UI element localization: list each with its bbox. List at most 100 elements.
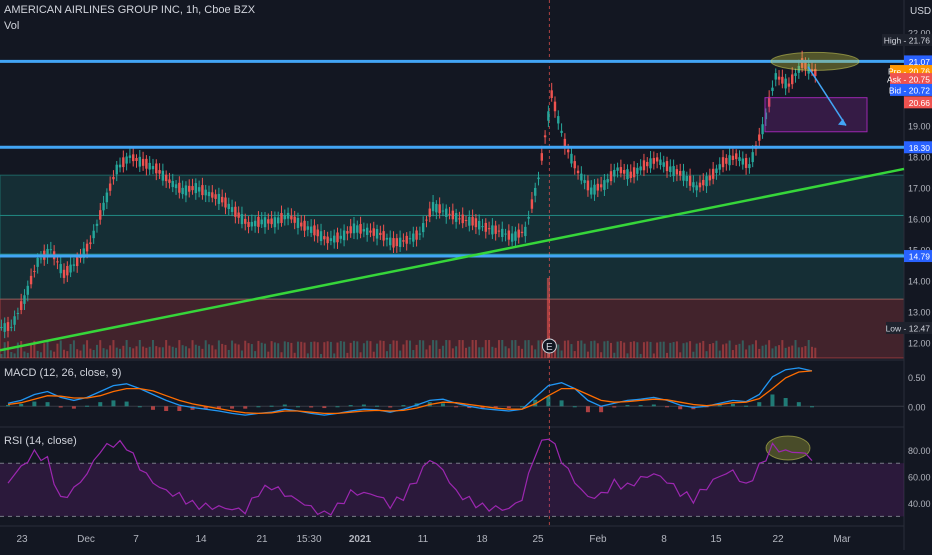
candle-body xyxy=(583,180,586,183)
candle xyxy=(257,211,260,234)
time-tick-label: 22 xyxy=(772,534,784,545)
volume-bar xyxy=(629,341,632,358)
candle xyxy=(151,158,155,175)
pre-tag-text: Pre - 20.76 xyxy=(888,67,930,77)
macd-histogram-bar xyxy=(744,405,749,407)
candle-body xyxy=(741,158,745,165)
candle xyxy=(95,219,99,233)
macd-histogram-bar xyxy=(572,406,577,408)
macd-histogram-bar xyxy=(730,403,735,407)
candle xyxy=(758,127,761,147)
candle-body xyxy=(708,175,712,181)
volume-bar xyxy=(593,340,596,358)
macd-histogram-bar xyxy=(71,406,76,409)
candle xyxy=(234,201,237,224)
volume-bar xyxy=(105,349,108,358)
candle-body xyxy=(616,167,619,171)
price-tick-label: 16.00 xyxy=(908,215,931,225)
rsi-line xyxy=(7,438,813,516)
volume-bar xyxy=(194,344,197,358)
volume-bar xyxy=(161,347,164,358)
candle xyxy=(481,218,484,232)
candle-body xyxy=(662,162,665,167)
macd-histogram-bar xyxy=(256,406,261,408)
candle xyxy=(501,221,504,242)
volume-bar xyxy=(300,341,303,358)
candle-body xyxy=(240,214,244,225)
volume-bar xyxy=(99,340,102,358)
candle xyxy=(184,181,188,203)
candle xyxy=(741,151,745,170)
candle-body xyxy=(761,124,764,135)
volume-bar xyxy=(102,348,105,358)
candle xyxy=(441,203,445,217)
volume-bar xyxy=(675,341,678,358)
candle xyxy=(534,182,537,203)
volume-bar xyxy=(474,340,477,358)
candle xyxy=(560,123,563,137)
candle-body xyxy=(19,301,23,310)
candle xyxy=(471,209,474,231)
projection-arrowhead xyxy=(838,118,846,126)
macd-histogram-bar xyxy=(599,406,604,413)
volume-bar xyxy=(339,341,342,358)
volume-bar xyxy=(135,346,138,358)
candle-body xyxy=(501,228,504,237)
candle xyxy=(23,289,26,310)
volume-bar xyxy=(59,340,62,358)
candle-body xyxy=(329,238,333,242)
candle-body xyxy=(72,264,76,266)
candle xyxy=(448,206,451,220)
price-tick-label: 17.00 xyxy=(908,184,931,194)
candle xyxy=(115,160,118,182)
macd-histogram-bar xyxy=(348,405,353,407)
candle-body xyxy=(573,161,576,169)
candle-body xyxy=(122,157,125,168)
candle xyxy=(606,173,609,190)
candle xyxy=(494,220,497,241)
volume-bar xyxy=(201,348,204,358)
candle xyxy=(329,230,333,246)
volume-bar xyxy=(316,342,319,358)
candle xyxy=(13,310,16,332)
zone-2 xyxy=(0,253,905,300)
candle-body xyxy=(273,217,277,228)
candle xyxy=(309,219,313,238)
time-tick-label: 7 xyxy=(133,534,139,545)
candle-body xyxy=(421,223,425,233)
candle xyxy=(395,233,399,253)
volume-bar xyxy=(260,342,263,358)
candle-body xyxy=(319,231,323,242)
volume-bar xyxy=(244,340,247,358)
candle xyxy=(89,235,92,250)
candle-body xyxy=(458,218,461,220)
candle xyxy=(138,150,142,173)
candle-body xyxy=(244,218,247,224)
candle-body xyxy=(566,149,570,153)
candle-body xyxy=(23,295,26,304)
candle-body xyxy=(665,161,669,172)
candle-body xyxy=(751,152,754,163)
volume-bar xyxy=(497,340,500,358)
candle-body xyxy=(89,242,92,245)
price-tick-label: 13.00 xyxy=(908,308,931,318)
volume-bar xyxy=(517,345,520,358)
candle-body xyxy=(125,156,128,164)
candle-body xyxy=(494,225,497,234)
last-price-tag-text: 20.66 xyxy=(909,98,931,108)
candle-body xyxy=(695,185,698,191)
volume-bar xyxy=(689,341,692,358)
volume-bar xyxy=(138,340,141,358)
candle-body xyxy=(767,96,771,107)
high-tag-text: High - 21.76 xyxy=(884,36,931,46)
candle xyxy=(389,230,392,251)
candle-body xyxy=(290,215,293,220)
candle-body xyxy=(398,237,402,247)
volume-bar xyxy=(735,344,738,358)
candle xyxy=(346,226,349,241)
candle-body xyxy=(105,192,109,203)
volume-bar xyxy=(754,340,757,358)
volume-bar xyxy=(254,351,257,358)
earnings-circle xyxy=(541,338,557,354)
